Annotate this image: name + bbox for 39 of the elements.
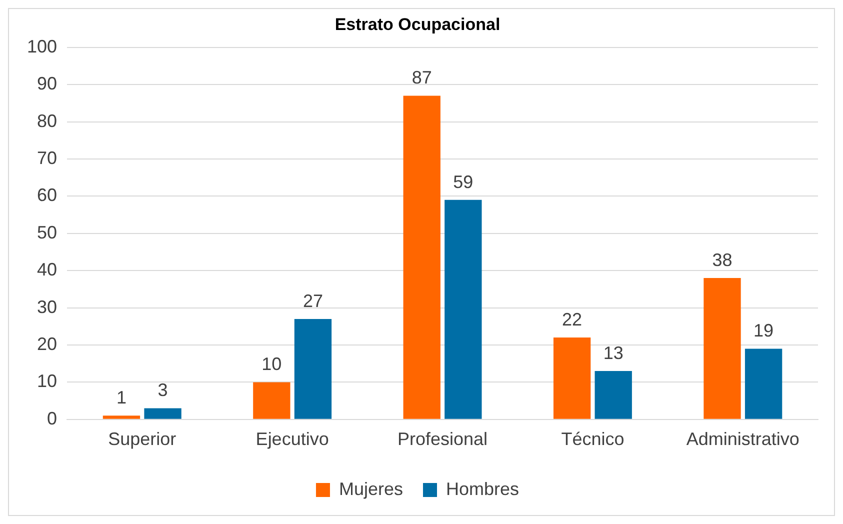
- data-label: 3: [158, 380, 168, 400]
- y-tick-label: 60: [37, 185, 58, 206]
- x-tick-label: Administrativo: [686, 429, 800, 450]
- data-label: 13: [603, 343, 624, 364]
- y-tick-label: 80: [37, 110, 58, 131]
- y-tick-label: 90: [37, 74, 58, 94]
- legend-label: Hombres: [446, 478, 520, 499]
- x-tick-label: Técnico: [561, 429, 624, 450]
- y-tick-label: 100: [26, 36, 58, 56]
- x-tick-label: Ejecutivo: [256, 429, 329, 450]
- bar: [253, 382, 290, 419]
- y-tick-label: 20: [37, 334, 58, 354]
- bar: [594, 371, 632, 419]
- x-tick-label: Superior: [108, 429, 176, 450]
- bar: [744, 348, 782, 419]
- data-label: 1: [116, 388, 126, 408]
- bar: [444, 200, 482, 419]
- bar: [704, 278, 741, 419]
- y-tick-label: 10: [37, 371, 58, 392]
- y-tick-label: 30: [37, 296, 58, 317]
- data-label: 87: [412, 68, 432, 88]
- y-tick-label: 0: [47, 408, 58, 428]
- legend-label: Mujeres: [338, 478, 404, 499]
- y-tick-label: 50: [37, 222, 58, 242]
- bar: [294, 318, 332, 419]
- bar: [102, 416, 140, 419]
- data-label: 19: [754, 320, 774, 341]
- x-tick-label: Profesional: [397, 429, 488, 450]
- chart-title: Estrato Ocupacional: [334, 14, 500, 34]
- data-label: 59: [453, 172, 474, 192]
- bar: [553, 338, 591, 419]
- data-label: 27: [302, 290, 323, 311]
- data-label: 10: [262, 354, 282, 374]
- y-tick-label: 40: [37, 260, 58, 280]
- bar: [403, 96, 440, 419]
- bar: [144, 408, 182, 419]
- data-label: 22: [562, 310, 582, 330]
- data-label: 38: [712, 250, 732, 270]
- y-tick-label: 70: [37, 148, 58, 168]
